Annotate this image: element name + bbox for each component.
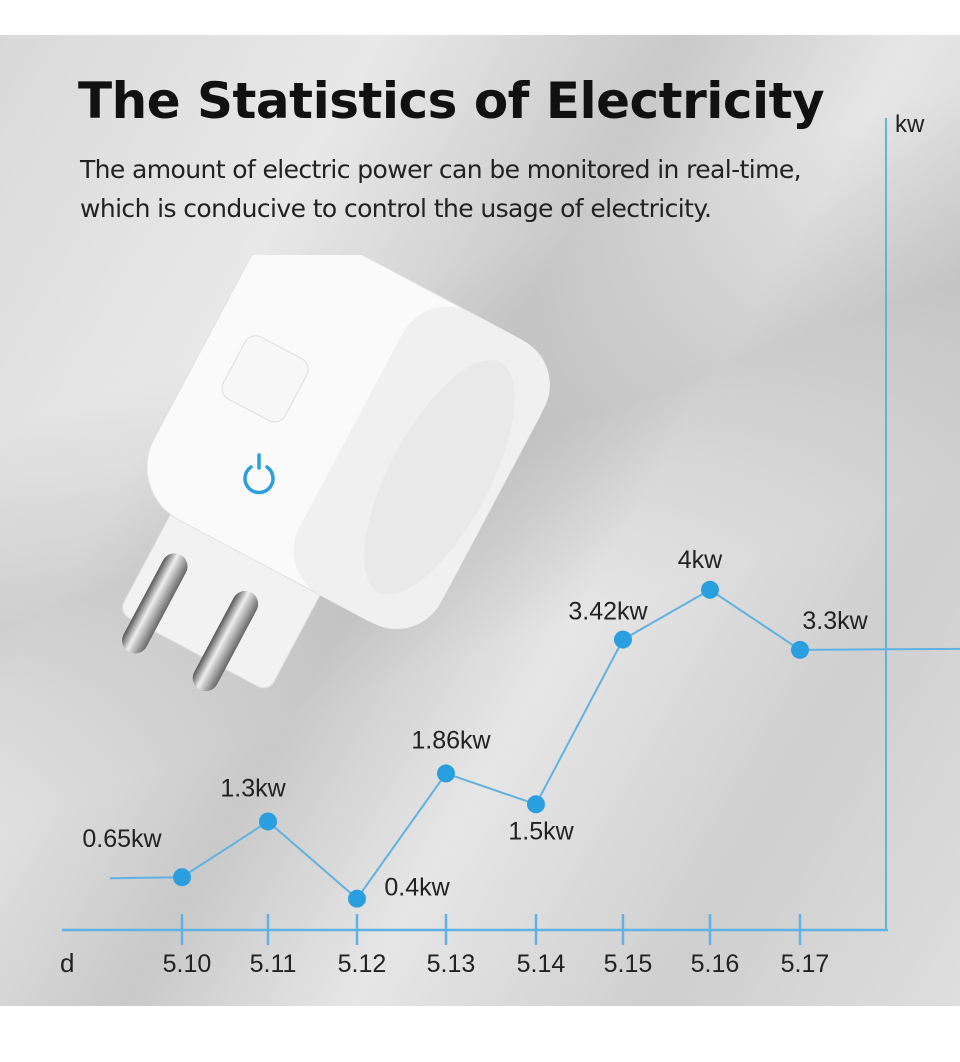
y-axis-label: kw	[895, 111, 925, 138]
x-tick-label: 5.10	[163, 950, 212, 978]
x-tick-label: 5.11	[250, 950, 297, 978]
data-label: 4kw	[678, 546, 723, 574]
data-point	[348, 889, 366, 908]
x-tick-label: 5.14	[517, 950, 566, 978]
page-title: The Statistics of Electricity	[78, 72, 825, 130]
subtitle-line-2: which is conducive to control the usage …	[80, 194, 712, 223]
x-tick-label: 5.17	[781, 950, 830, 978]
data-label: 1.3kw	[220, 774, 286, 802]
data-point	[614, 630, 632, 649]
data-point	[437, 764, 455, 783]
subtitle-line-1: The amount of electric power can be moni…	[80, 155, 802, 184]
data-label: 0.65kw	[82, 825, 162, 853]
data-label: 3.3kw	[802, 607, 868, 635]
x-tick-label: 5.15	[604, 950, 653, 978]
x-tick-label: 5.13	[427, 950, 476, 978]
data-label: 0.4kw	[384, 874, 450, 902]
x-tick-label: 5.12	[338, 950, 387, 978]
data-point	[173, 868, 191, 887]
data-point	[259, 812, 277, 831]
power-icon	[243, 453, 275, 495]
data-point	[527, 795, 545, 814]
series-line	[109, 588, 960, 901]
x-tick-label: 5.16	[691, 950, 740, 978]
smart-plug-image	[122, 255, 550, 692]
data-label: 1.86kw	[411, 726, 491, 754]
data-label: 3.42kw	[568, 598, 648, 626]
data-point	[791, 640, 809, 659]
data-label: 1.5kw	[508, 817, 574, 845]
x-axis-label: d	[60, 948, 74, 978]
data-point	[701, 580, 719, 599]
